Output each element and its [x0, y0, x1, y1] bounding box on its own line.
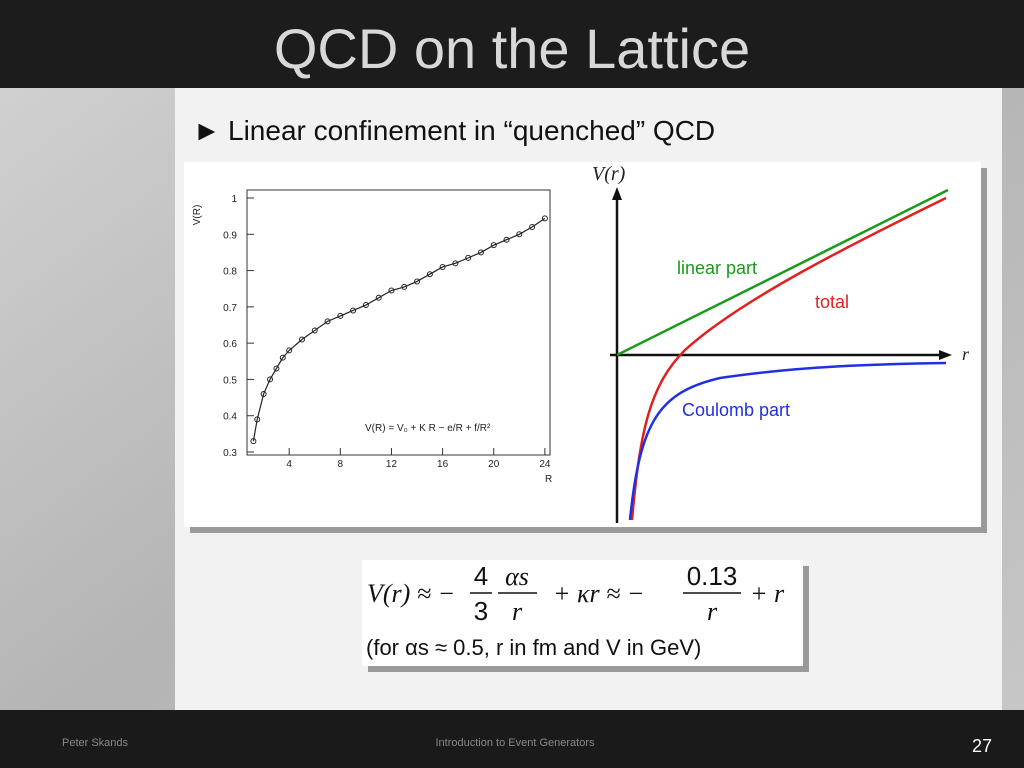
x-axis-label: r: [962, 344, 970, 364]
data-point: [311, 327, 318, 334]
data-point: [267, 376, 274, 383]
x-tick-label: 8: [338, 459, 344, 470]
data-point: [337, 312, 344, 319]
coulomb-curve: [628, 361, 947, 521]
lattice-plot: V(R) R V(R) = V₀ + K R − e/R + f/R² 0.3 0…: [192, 189, 552, 485]
data-point: [260, 390, 267, 397]
bullet-marker: ►: [193, 115, 221, 146]
formula-frac: 4: [474, 561, 488, 591]
formula-note: (for αs ≈ 0.5, r in fm and V in GeV): [366, 635, 701, 660]
title-band: [0, 0, 1024, 88]
total-curve: [630, 196, 947, 521]
data-point: [503, 236, 510, 243]
bullet-text: Linear confinement in “quenched” QCD: [228, 115, 715, 146]
x-tick-label: 4: [286, 459, 292, 470]
total-label: total: [815, 292, 849, 312]
y-axis-label: V(R): [192, 205, 203, 226]
data-point: [414, 278, 421, 285]
formula-frac: 0.13: [687, 561, 738, 591]
formula-frac: r: [512, 597, 523, 626]
y-tick-label: 0.3: [223, 448, 237, 459]
formula-frac: 3: [474, 596, 488, 626]
data-point: [477, 249, 484, 256]
linear-label: linear part: [677, 258, 757, 278]
linear-curve: [616, 188, 949, 357]
figure: [184, 162, 981, 527]
y-tick-label: 0.5: [223, 375, 237, 386]
data-point: [401, 283, 408, 290]
fit-curve: [252, 217, 546, 442]
data-point: [279, 354, 286, 361]
potential-sketch: V(r) r linear part total Coulomb part: [592, 163, 970, 523]
data-point: [298, 336, 305, 343]
y-axis-label: V(r): [592, 163, 626, 185]
y-tick-label: 0.9: [223, 230, 237, 241]
formula-lhs: V(r) ≈ −: [367, 579, 455, 608]
formula-mid: + κr ≈ −: [553, 579, 644, 608]
data-point: [465, 254, 472, 261]
data-point: [388, 287, 395, 294]
y-tick-label: 1: [231, 194, 237, 205]
data-point: [529, 224, 536, 231]
footer-author: Peter Skands: [62, 737, 129, 749]
data-point: [426, 271, 433, 278]
formula: V(r) ≈ − 4 3 αs r + κr ≈ − 0.13 r + r (f…: [366, 561, 785, 660]
data-point: [286, 347, 293, 354]
y-arrow: [612, 187, 622, 200]
data-point: [439, 263, 446, 270]
x-tick-label: 12: [386, 459, 398, 470]
title: QCD on the Lattice: [274, 17, 750, 80]
x-axis-label: R: [545, 474, 552, 485]
formula-frac: r: [707, 597, 718, 626]
formula-tail: + r: [750, 579, 785, 608]
data-point: [516, 231, 523, 238]
y-tick-label: 0.4: [223, 412, 237, 423]
plot-frame: [246, 189, 551, 456]
data-point: [452, 260, 459, 267]
page-number: 27: [972, 736, 992, 756]
formula-box: [362, 560, 803, 666]
y-tick-label: 0.8: [223, 267, 237, 278]
data-point: [375, 294, 382, 301]
footer-course: Introduction to Event Generators: [436, 737, 595, 749]
data-point: [350, 307, 357, 314]
data-point: [490, 242, 497, 249]
y-tick-label: 0.6: [223, 339, 237, 350]
formula-frac: αs: [505, 562, 529, 591]
y-tick-label: 0.7: [223, 303, 237, 314]
data-point: [541, 215, 548, 222]
data-point: [250, 438, 257, 445]
data-point: [324, 318, 331, 325]
x-tick-label: 20: [488, 459, 500, 470]
data-point: [254, 416, 261, 423]
footer-band: [0, 710, 1024, 768]
x-tick-label: 24: [539, 459, 551, 470]
x-arrow: [939, 350, 952, 360]
x-tick-label: 16: [437, 459, 449, 470]
data-point: [273, 365, 280, 372]
data-point: [362, 302, 369, 309]
coulomb-label: Coulomb part: [682, 400, 790, 420]
legend: V(R) = V₀ + K R − e/R + f/R²: [365, 423, 491, 434]
